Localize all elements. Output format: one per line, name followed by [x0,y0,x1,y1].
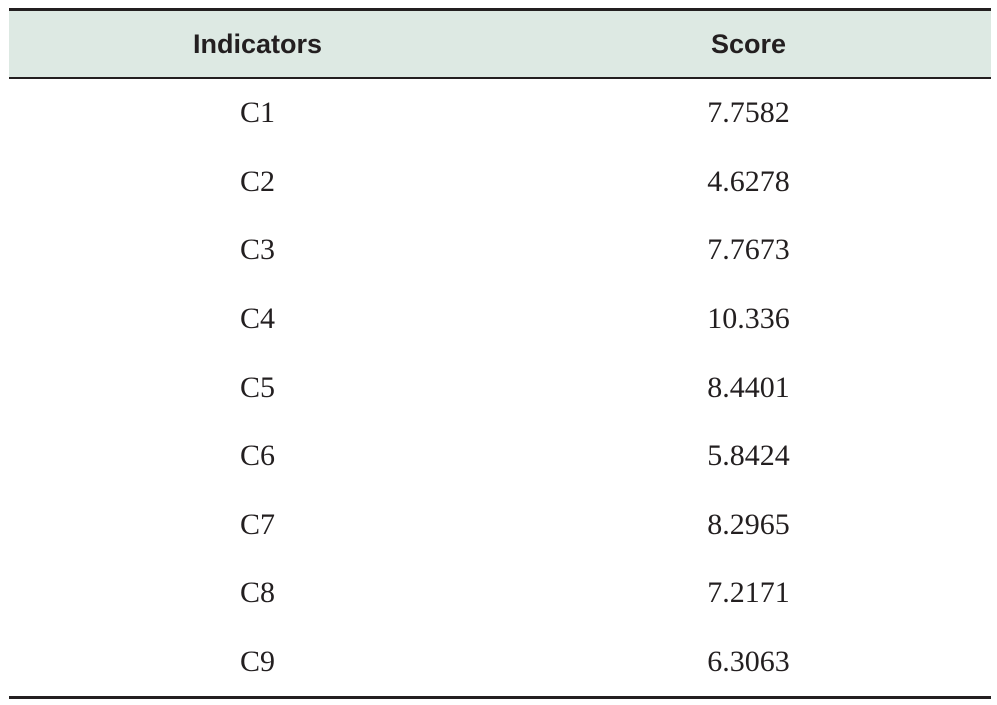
indicator-cell: C9 [9,627,506,700]
table-row: C4 10.336 [9,285,991,354]
table-row: C6 5.8424 [9,422,991,491]
table-header: Indicators Score [9,8,991,79]
table-row: C9 6.3063 [9,627,991,700]
table-row: C8 7.2171 [9,559,991,628]
indicator-score-table: Indicators Score C1 7.7582 C2 4.6278 C3 … [9,8,991,700]
indicator-cell: C5 [239,370,275,404]
indicator-cell: C3 [239,233,275,267]
table-body: C1 7.7582 C2 4.6278 C3 7.7673 C4 10.336 … [9,78,991,700]
score-cell: 5.8424 [707,439,790,473]
score-cell: 8.2965 [707,507,790,541]
score-cell: 7.2171 [707,576,790,610]
score-cell: 7.7582 [707,96,790,130]
score-cell: 10.336 [707,302,790,336]
score-cell: 6.3063 [506,627,991,700]
header-row: Indicators Score [9,8,991,79]
table-row: C1 7.7582 [9,78,991,148]
indicator-cell: C4 [239,302,275,336]
indicator-cell: C7 [239,507,275,541]
header-indicators: Indicators [9,8,506,79]
score-cell: 7.7673 [707,233,790,267]
indicator-cell: C6 [239,439,275,473]
score-cell: 4.6278 [707,164,790,198]
header-score: Score [506,8,991,79]
table-row: C7 8.2965 [9,491,991,560]
indicator-cell: C8 [239,576,275,610]
table-row: C5 8.4401 [9,353,991,422]
indicator-score-table-container: Indicators Score C1 7.7582 C2 4.6278 C3 … [9,8,991,700]
score-cell: 8.4401 [707,370,790,404]
indicator-cell: C1 [239,96,275,130]
indicator-cell: C2 [239,164,275,198]
table-row: C3 7.7673 [9,216,991,285]
table-row: C2 4.6278 [9,148,991,217]
